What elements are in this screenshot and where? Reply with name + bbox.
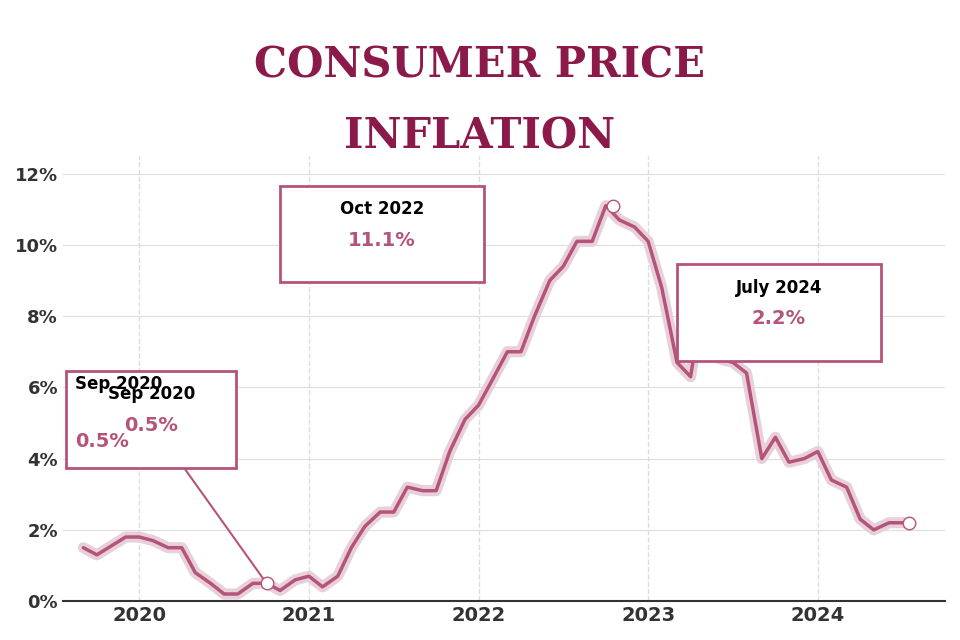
FancyBboxPatch shape [677,264,880,361]
Text: Sep 2020: Sep 2020 [75,375,162,393]
Text: INFLATION: INFLATION [345,115,615,157]
Text: Sep 2020: Sep 2020 [117,405,212,423]
Text: CONSUMER PRICE: CONSUMER PRICE [254,45,706,87]
Text: Sep 2020: Sep 2020 [108,385,195,403]
FancyBboxPatch shape [66,371,236,468]
Text: 0.5%: 0.5% [124,416,179,435]
Text: 11.1%: 11.1% [348,230,416,250]
Text: Oct 2022: Oct 2022 [340,200,424,218]
Text: July 2024: July 2024 [735,278,822,296]
Text: 2.2%: 2.2% [752,309,805,328]
Text: 0.5%: 0.5% [75,432,129,451]
Text: 0.5%: 0.5% [135,451,194,472]
FancyBboxPatch shape [280,186,484,282]
